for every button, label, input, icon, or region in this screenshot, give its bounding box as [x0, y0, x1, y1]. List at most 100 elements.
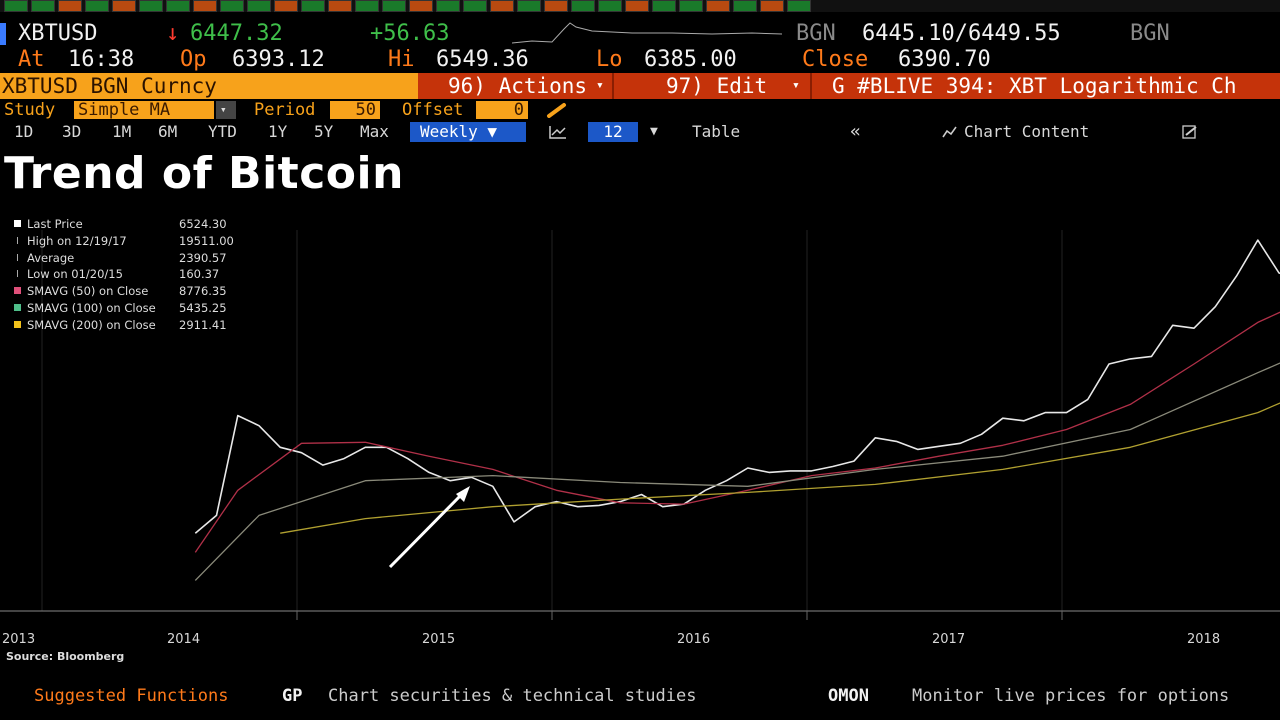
ticker-strip-cell[interactable] [355, 0, 379, 12]
ticker-strip-cell[interactable] [706, 0, 730, 12]
series-layer [194, 239, 1280, 581]
ticker-strip-cell[interactable] [166, 0, 190, 12]
legend-label: High on 12/19/17 [27, 233, 127, 248]
range-5y[interactable]: 5Y [314, 122, 334, 141]
ticker-strip-cell[interactable] [787, 0, 811, 12]
offset-input[interactable]: 0 [476, 101, 528, 119]
range-ytd[interactable]: YTD [208, 122, 237, 141]
legend-entry[interactable]: Low on 01/20/15 160.37 [14, 266, 244, 283]
range-3d[interactable]: 3D [62, 122, 82, 141]
legend-value: 2911.41 [179, 317, 227, 332]
high-label: Hi [388, 47, 415, 72]
ticker-strip-cell[interactable] [328, 0, 352, 12]
chart-name[interactable]: G #BLIVE 394: XBT Logarithmic Ch [832, 74, 1237, 98]
range-1m[interactable]: 1M [112, 122, 132, 141]
x-tick-label: 2018 [1187, 632, 1220, 647]
legend-value: 8776.35 [179, 284, 227, 299]
ticker-strip-cell[interactable] [31, 0, 55, 12]
ticker-strip-cell[interactable] [409, 0, 433, 12]
ticker-strip-cell[interactable] [274, 0, 298, 12]
legend-value: 160.37 [179, 267, 220, 282]
at-label: At [18, 47, 45, 72]
page-dropdown-icon[interactable]: ▼ [650, 124, 658, 139]
low-label: Lo [596, 47, 623, 72]
collapse-icon[interactable]: « [850, 121, 861, 142]
ticker-strip-cell[interactable] [598, 0, 622, 12]
ticker-strip-cell[interactable] [544, 0, 568, 12]
ticker-strip-cell[interactable] [571, 0, 595, 12]
source-note: Source: Bloomberg [6, 650, 125, 663]
legend-entry[interactable]: High on 12/19/17 19511.00 [14, 233, 244, 250]
edit-dropdown-icon[interactable]: ▾ [792, 78, 800, 93]
legend-swatch [17, 270, 18, 278]
ticker-strip-cell[interactable] [301, 0, 325, 12]
legend-swatch [14, 287, 21, 295]
legend-swatch [17, 236, 18, 244]
range-1y[interactable]: 1Y [268, 122, 288, 141]
ticker-strip-cell[interactable] [85, 0, 109, 12]
ticker-strip-cell[interactable] [490, 0, 514, 12]
ticker-strip-cell[interactable] [4, 0, 28, 12]
legend-label: SMAVG (200) on Close [27, 317, 156, 332]
chart-toolbar: 1D 3D 1M 6M YTD 1Y 5Y Max Weekly ▼ 12 ▼ … [0, 121, 1280, 143]
ticker-strip-cell[interactable] [625, 0, 649, 12]
x-tick-label: 2013 [2, 632, 35, 647]
legend-label: Average [27, 250, 75, 265]
ticker-strip-cell[interactable] [382, 0, 406, 12]
open-value: 6393.12 [232, 47, 325, 72]
period-input[interactable]: 50 [330, 101, 380, 119]
ticker-strip-cell[interactable] [760, 0, 784, 12]
ticker-strip-cell[interactable] [463, 0, 487, 12]
ticker-strip-cell[interactable] [436, 0, 460, 12]
ticker-strip-cell[interactable] [247, 0, 271, 12]
pencil-icon[interactable] [546, 102, 568, 118]
ticker-strip-cell[interactable] [58, 0, 82, 12]
study-select[interactable]: Simple MA [74, 101, 214, 119]
legend-entry[interactable]: SMAVG (200) on Close 2911.41 [14, 317, 244, 334]
gp-function-desc[interactable]: Chart securities & technical studies [328, 686, 697, 706]
legend-label: SMAVG (50) on Close [27, 284, 149, 299]
legend-swatch [14, 320, 21, 328]
study-dropdown-icon[interactable]: ▾ [216, 101, 236, 119]
ticker-strip-cell[interactable] [193, 0, 217, 12]
omon-function-code[interactable]: OMON [828, 686, 869, 706]
range-6m[interactable]: 6M [158, 122, 178, 141]
ticker[interactable]: XBTUSD [18, 21, 98, 46]
table-button[interactable]: Table [692, 122, 741, 141]
ticker-strip-cell[interactable] [112, 0, 136, 12]
actions-dropdown-icon[interactable]: ▾ [596, 78, 604, 93]
series-line-last-price [194, 239, 1280, 534]
frequency-select[interactable]: Weekly ▼ [410, 122, 526, 142]
actions-menu[interactable]: 96) Actions [448, 74, 588, 98]
x-axis-ticks: 2013 2014 2015 2016 2017 2018 [2, 611, 1220, 647]
legend-label: SMAVG (100) on Close [27, 300, 156, 315]
gp-function-code[interactable]: GP [282, 686, 303, 706]
ticker-strip-cell[interactable] [679, 0, 703, 12]
legend-entry[interactable]: Last Price 6524.30 [14, 216, 244, 233]
edit-chart-icon[interactable] [1182, 125, 1198, 139]
range-max[interactable]: Max [360, 122, 389, 141]
ticker-strip-cell[interactable] [517, 0, 541, 12]
price-chart[interactable]: 2013 2014 2015 2016 2017 2018 [0, 180, 1280, 652]
edit-menu[interactable]: 97) Edit [666, 74, 768, 98]
ticker-strip-cell[interactable] [652, 0, 676, 12]
ticker-strip-cell[interactable] [220, 0, 244, 12]
legend-swatch [14, 303, 21, 311]
ticker-strip-cell[interactable] [139, 0, 163, 12]
chart-title: Trend of Bitcoin [4, 148, 404, 199]
page-select[interactable]: 12 [588, 122, 638, 142]
legend-entry[interactable]: SMAVG (100) on Close 5435.25 [14, 300, 244, 317]
chart-type-icon[interactable] [548, 124, 568, 140]
omon-function-desc[interactable]: Monitor live prices for options [912, 686, 1230, 706]
legend-entry[interactable]: Average 2390.57 [14, 250, 244, 267]
chart-content-button[interactable]: Chart Content [964, 122, 1090, 141]
last-price: 6447.32 [190, 21, 283, 46]
security-field[interactable]: XBTUSD BGN Curncy [0, 73, 418, 99]
chart-grid [41, 230, 1063, 611]
chart-content-icon[interactable] [942, 125, 958, 139]
chart-legend: Last Price 6524.30 High on 12/19/17 19511.0… [14, 216, 244, 334]
legend-value: 5435.25 [179, 300, 227, 315]
ticker-strip-cell[interactable] [733, 0, 757, 12]
legend-entry[interactable]: SMAVG (50) on Close 8776.35 [14, 283, 244, 300]
range-1d[interactable]: 1D [14, 122, 34, 141]
